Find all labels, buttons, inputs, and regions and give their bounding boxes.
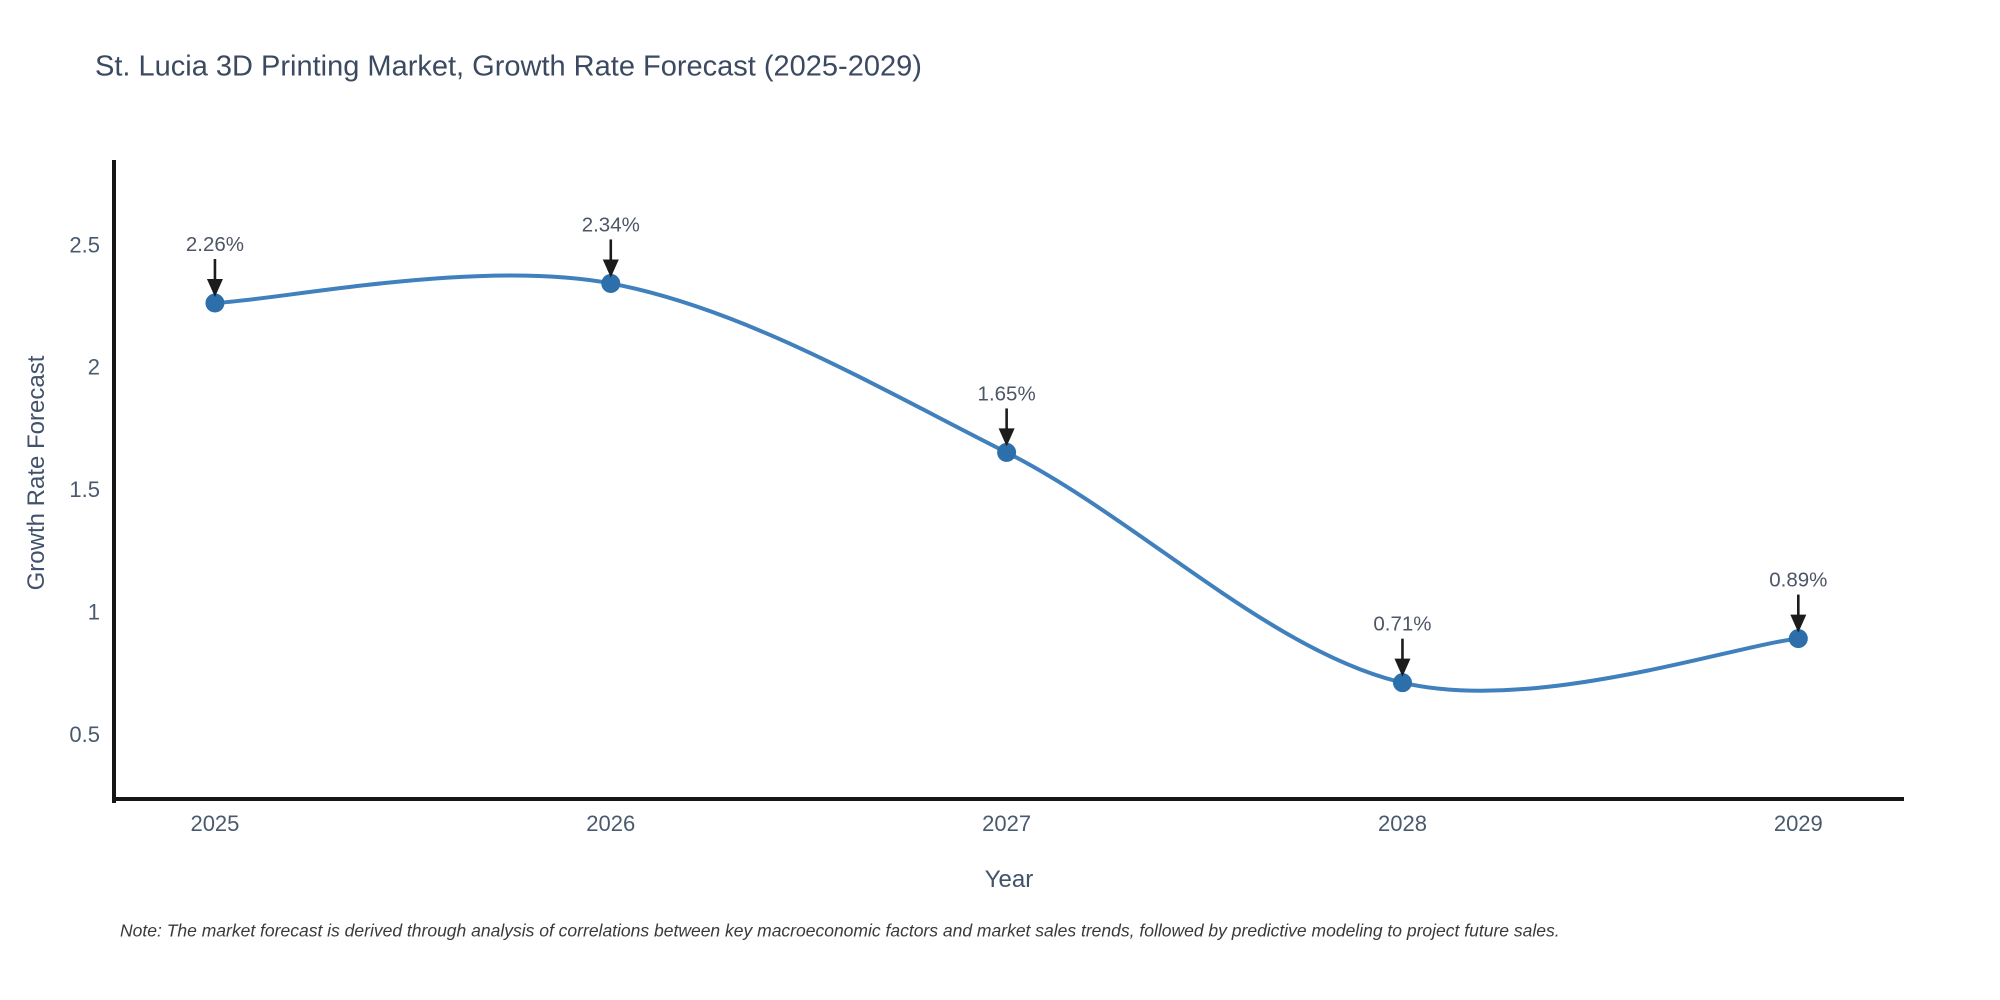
data-point-marker[interactable]: [997, 442, 1017, 462]
annotation-arrowhead-icon: [206, 279, 223, 298]
point-value-label: 2.26%: [186, 233, 244, 256]
line-series: [205, 273, 1808, 693]
data-point-marker[interactable]: [205, 293, 225, 313]
annotation-arrowhead-icon: [602, 259, 619, 278]
chart-title: St. Lucia 3D Printing Market, Growth Rat…: [95, 50, 922, 83]
point-value-label: 1.65%: [978, 382, 1036, 405]
point-value-label: 0.71%: [1373, 613, 1431, 636]
x-tick-label: 2027: [982, 811, 1031, 836]
x-tick-label: 2025: [190, 811, 239, 836]
y-tick-label: 2.5: [69, 232, 100, 257]
data-point-marker[interactable]: [1788, 629, 1808, 649]
data-point-marker[interactable]: [601, 273, 621, 293]
tick-labels: 0.5 1 1.5 2 2.5 2025 2026 2027 2028 2029: [69, 232, 1822, 836]
y-tick-label: 2: [88, 355, 100, 380]
y-tick-label: 1: [88, 600, 100, 625]
x-axis-title: Year: [984, 866, 1034, 893]
annotation-arrowhead-icon: [1790, 614, 1807, 633]
point-value-label: 0.89%: [1769, 569, 1827, 592]
y-tick-label: 1.5: [69, 477, 100, 502]
x-tick-label: 2028: [1378, 811, 1427, 836]
data-point-marker[interactable]: [1392, 673, 1412, 693]
axes: [112, 160, 1904, 803]
forecast-line: [212, 273, 1801, 693]
point-annotations: 2.26% 2.34% 1.65% 0.71% 0.89%: [186, 213, 1827, 677]
annotation-arrowhead-icon: [1394, 658, 1411, 677]
point-value-label: 2.34%: [582, 213, 640, 236]
x-tick-label: 2026: [586, 811, 635, 836]
footnote: Note: The market forecast is derived thr…: [120, 920, 1560, 941]
annotation-arrowhead-icon: [998, 428, 1015, 447]
y-tick-label: 0.5: [69, 722, 100, 747]
x-tick-label: 2029: [1774, 811, 1823, 836]
